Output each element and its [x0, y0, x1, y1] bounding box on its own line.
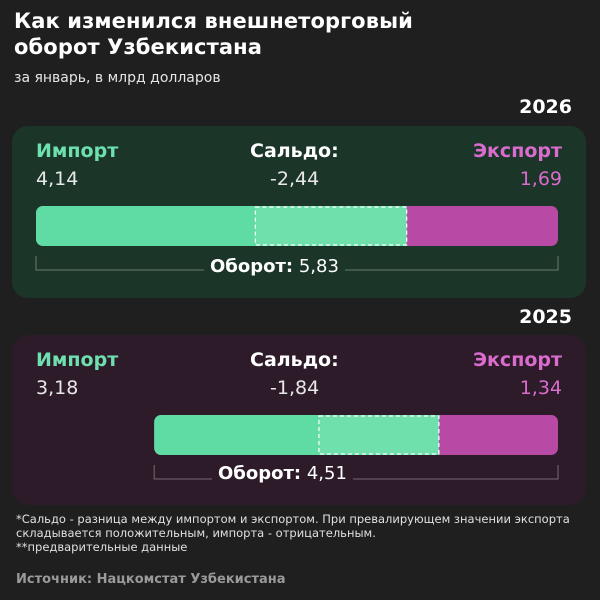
turnover-label: Оборот:: [218, 463, 302, 484]
turnover-value: 5,83: [298, 256, 339, 277]
import-bar-fill: [162, 415, 439, 455]
chart-subtitle: за январь, в млрд долларов: [14, 70, 221, 86]
chart-title: Как изменился внешнеторговый оборот Узбе…: [14, 8, 413, 60]
turnover-label: Оборот:: [210, 256, 294, 277]
saldo-value: -1,84: [270, 377, 320, 399]
title-line-2: оборот Узбекистана: [14, 35, 262, 59]
year-label-2026: 2026: [519, 96, 572, 118]
footnote-saldo: *Сальдо - разница между импортом и экспо…: [16, 512, 570, 540]
panel-2026: Импорт 4,14 Сальдо: -2,44 Экспорт 1,69 О…: [12, 126, 586, 298]
footnotes: *Сальдо - разница между импортом и экспо…: [16, 512, 586, 554]
export-label: Экспорт: [473, 349, 562, 371]
saldo-label: Сальдо:: [250, 349, 339, 371]
import-label: Импорт: [36, 140, 119, 162]
turnover-bracket: [153, 465, 559, 480]
bar-group-2026: [35, 206, 559, 271]
import-label: Импорт: [36, 349, 119, 371]
panel-2025: Импорт 3,18 Сальдо: -1,84 Экспорт 1,34 О…: [12, 335, 586, 505]
saldo-overlap-box: [254, 206, 408, 246]
bar-group-2025: [153, 415, 559, 480]
import-value: 4,14: [36, 168, 79, 190]
source-note: Источник: Нацкомстат Узбекистана: [16, 572, 286, 587]
import-value: 3,18: [36, 377, 79, 399]
export-label: Экспорт: [473, 140, 562, 162]
turnover-2025: Оборот: 4,51: [212, 463, 353, 484]
export-value: 1,34: [519, 377, 562, 399]
saldo-label: Сальдо:: [250, 140, 339, 162]
footnote-preliminary: **предварительные данные: [16, 540, 188, 554]
saldo-value: -2,44: [270, 168, 320, 190]
saldo-overlap-box: [318, 415, 440, 455]
import-bar-fill: [44, 206, 407, 246]
turnover-2026: Оборот: 5,83: [204, 256, 345, 277]
export-value: 1,69: [519, 168, 562, 190]
turnover-value: 4,51: [306, 463, 347, 484]
year-label-2025: 2025: [519, 306, 572, 328]
title-line-1: Как изменился внешнеторговый: [14, 9, 413, 33]
